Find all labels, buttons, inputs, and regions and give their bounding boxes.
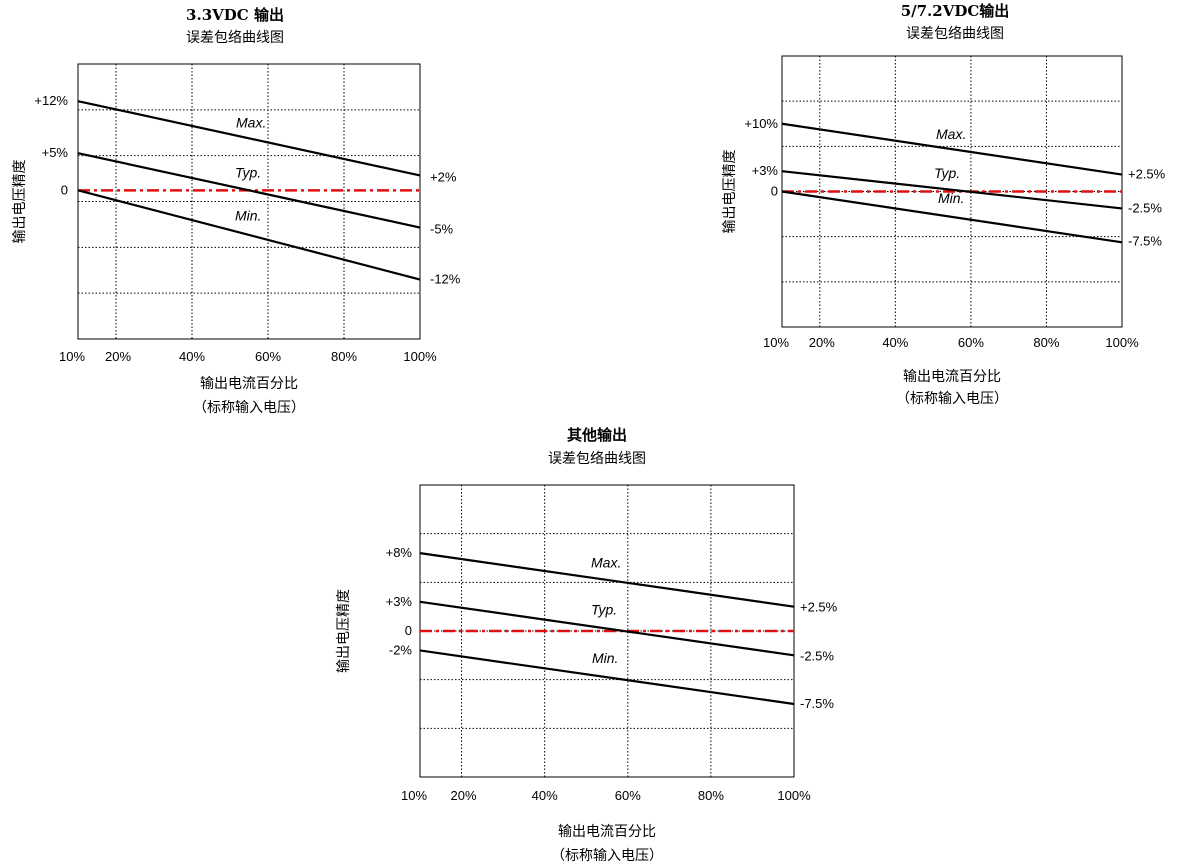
series-line-max bbox=[419, 552, 795, 608]
chart-title: 3.3VDC 输出 bbox=[186, 6, 284, 24]
x-tick-label: 40% bbox=[532, 788, 558, 803]
series-end-label: +2.5% bbox=[800, 600, 838, 615]
series-end-label: +2.5% bbox=[1128, 167, 1166, 182]
y-axis-label: 输出电压精度 bbox=[722, 150, 738, 234]
y-tick-label: 0 bbox=[61, 182, 68, 197]
x-tick-label: 40% bbox=[882, 335, 908, 350]
x-axis-sublabel: （标称输入电压） bbox=[896, 391, 1008, 407]
x-tick-label: 10% bbox=[59, 349, 85, 364]
x-tick-label: 80% bbox=[1033, 335, 1059, 350]
series-line-min bbox=[77, 189, 421, 281]
chart-subtitle: 误差包络曲线图 bbox=[548, 451, 646, 467]
x-tick-label: 60% bbox=[615, 788, 641, 803]
x-axis-sublabel: （标称输入电压） bbox=[551, 848, 663, 864]
series-end-label: -5% bbox=[430, 222, 454, 237]
chart-title: 5/7.2VDC输出 bbox=[901, 2, 1010, 20]
series-end-label: -7.5% bbox=[1128, 233, 1162, 248]
series-end-label: -2.5% bbox=[1128, 200, 1162, 215]
series-line-max bbox=[77, 100, 421, 177]
x-tick-label: 20% bbox=[809, 335, 835, 350]
series-line-min bbox=[419, 649, 795, 706]
y-axis-label: 输出电压精度 bbox=[336, 589, 352, 673]
x-axis-sublabel: （标称输入电压） bbox=[193, 400, 305, 416]
y-tick-label: +3% bbox=[386, 594, 413, 609]
x-tick-label: 80% bbox=[331, 349, 357, 364]
y-tick-label: 0 bbox=[405, 623, 412, 638]
x-tick-label: 10% bbox=[401, 788, 427, 803]
x-axis-label: 输出电流百分比 bbox=[558, 824, 656, 840]
x-tick-label: 60% bbox=[255, 349, 281, 364]
series-end-label: -7.5% bbox=[800, 696, 834, 711]
x-tick-label: 60% bbox=[958, 335, 984, 350]
x-tick-label: 20% bbox=[451, 788, 477, 803]
series-label: Max. bbox=[591, 555, 621, 571]
series-label: Min. bbox=[592, 650, 618, 666]
x-tick-label: 20% bbox=[105, 349, 131, 364]
series-label: Typ. bbox=[934, 165, 960, 181]
series-line-min bbox=[781, 190, 1123, 244]
series-label: Min. bbox=[938, 190, 964, 206]
x-tick-label: 40% bbox=[179, 349, 205, 364]
y-tick-label: +10% bbox=[744, 116, 778, 131]
series-label: Min. bbox=[235, 207, 261, 223]
y-tick-label: 0 bbox=[771, 184, 778, 199]
y-tick-label: +12% bbox=[34, 93, 68, 108]
x-axis-label: 输出电流百分比 bbox=[903, 369, 1001, 385]
series-label: Typ. bbox=[235, 164, 261, 180]
chart-title: 其他输出 bbox=[567, 426, 627, 444]
series-end-label: +2% bbox=[430, 169, 457, 184]
series-end-label: -2.5% bbox=[800, 648, 834, 663]
series-line-typ bbox=[781, 170, 1123, 210]
y-axis-label: 输出电压精度 bbox=[12, 160, 28, 244]
series-label: Max. bbox=[236, 114, 266, 130]
chart-subtitle: 误差包络曲线图 bbox=[186, 30, 284, 46]
series-label: Typ. bbox=[591, 601, 617, 617]
series-line-typ bbox=[77, 152, 421, 229]
chart-subtitle: 误差包络曲线图 bbox=[906, 26, 1004, 42]
series-end-label: -12% bbox=[430, 272, 461, 287]
y-tick-label: -2% bbox=[389, 642, 413, 657]
series-line-typ bbox=[419, 600, 795, 657]
x-tick-label: 100% bbox=[403, 349, 437, 364]
x-tick-label: 10% bbox=[763, 335, 789, 350]
series-line-max bbox=[781, 122, 1123, 176]
x-tick-label: 100% bbox=[1105, 335, 1139, 350]
x-tick-label: 100% bbox=[777, 788, 811, 803]
y-tick-label: +8% bbox=[386, 545, 413, 560]
x-axis-label: 输出电流百分比 bbox=[200, 376, 298, 392]
y-tick-label: +3% bbox=[752, 163, 779, 178]
series-label: Max. bbox=[936, 126, 966, 142]
y-tick-label: +5% bbox=[42, 145, 69, 160]
x-tick-label: 80% bbox=[698, 788, 724, 803]
